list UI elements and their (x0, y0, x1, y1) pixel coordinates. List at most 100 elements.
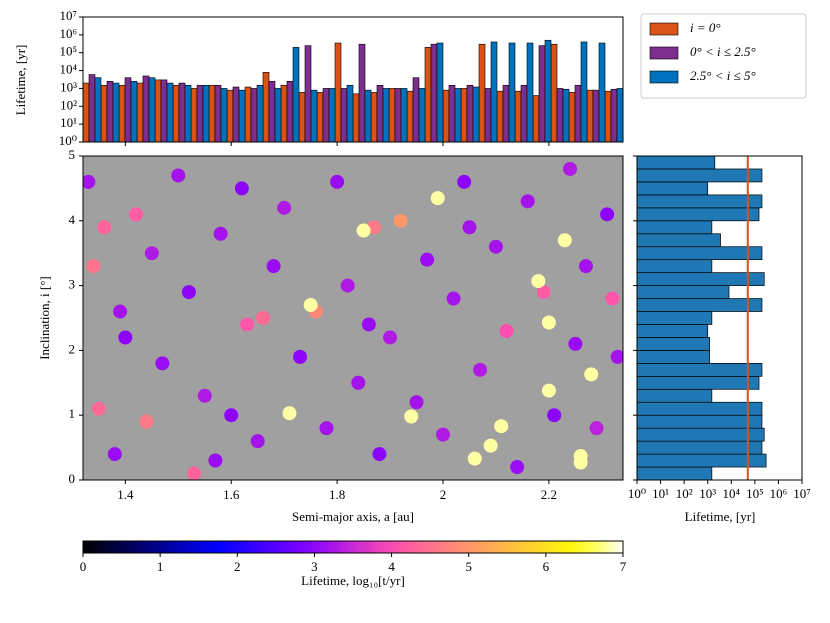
bar (520, 84, 528, 143)
bar (106, 81, 114, 143)
bar (490, 41, 498, 143)
point (171, 168, 186, 183)
bar (226, 89, 234, 143)
bar (508, 42, 516, 143)
point (473, 362, 488, 377)
point (600, 207, 615, 222)
bar (484, 88, 492, 143)
point (293, 349, 308, 364)
bar (382, 88, 390, 143)
point (510, 460, 525, 475)
bar (636, 194, 763, 209)
point (181, 285, 196, 300)
bar (370, 92, 378, 143)
point (340, 278, 355, 293)
point (144, 246, 159, 261)
bar (244, 86, 252, 143)
bar (636, 401, 763, 416)
legend-swatch (649, 22, 679, 36)
point (367, 220, 382, 235)
point (330, 174, 345, 189)
y-tick-label: 1 (69, 406, 76, 421)
bar (310, 89, 318, 143)
point (266, 259, 281, 274)
point (467, 451, 482, 466)
bar (636, 414, 763, 429)
bar (154, 79, 162, 143)
bar (636, 453, 767, 468)
colorbar-tick-label: 3 (311, 559, 318, 574)
point (361, 317, 376, 332)
point (97, 220, 112, 235)
bar (196, 84, 204, 143)
bar (610, 88, 618, 143)
point (139, 414, 154, 429)
bar (286, 81, 294, 143)
bar (636, 285, 730, 299)
bar (636, 311, 713, 325)
bar (424, 47, 432, 143)
bar (268, 81, 276, 143)
bar (88, 74, 96, 143)
bar (586, 89, 594, 143)
point (234, 181, 249, 196)
point (436, 427, 450, 442)
point (568, 336, 583, 351)
x-tick-label: 10² (676, 486, 693, 501)
bar (124, 77, 132, 143)
bar (328, 88, 336, 143)
legend-swatch (649, 46, 679, 60)
bar (364, 89, 372, 143)
colorbar-label: Lifetime, log₁₀[t/yr] (301, 573, 405, 588)
colorbar-tick-label: 2 (234, 559, 241, 574)
bar (340, 88, 348, 143)
bar (436, 42, 444, 143)
point (107, 447, 122, 462)
bar (636, 246, 763, 261)
bar (496, 90, 504, 143)
bar (376, 84, 384, 143)
point (155, 356, 170, 371)
point (563, 161, 578, 176)
colorbar-tick-label: 0 (80, 559, 87, 574)
scatter-y-label: Inclination, i [°] (37, 276, 52, 360)
x-tick-label: 10³ (699, 486, 716, 501)
point (351, 375, 366, 390)
point (256, 311, 270, 325)
bar (298, 92, 306, 143)
bar (316, 92, 324, 143)
axes-frame (636, 155, 803, 481)
bar (148, 77, 156, 143)
bar (142, 75, 150, 143)
y-tick-label: 10⁵ (59, 44, 77, 59)
y-tick-label: 10¹ (60, 115, 77, 130)
bar (178, 82, 186, 143)
bar (322, 88, 330, 143)
bar (604, 90, 612, 143)
bar (418, 88, 426, 143)
bar (250, 88, 258, 143)
point (383, 330, 398, 345)
bar (160, 79, 168, 143)
point (536, 285, 551, 300)
bar (394, 88, 402, 143)
point (541, 383, 556, 398)
bar (280, 84, 288, 143)
point (494, 419, 509, 434)
bar (112, 82, 120, 143)
point (446, 291, 461, 306)
point (557, 233, 572, 248)
x-tick-label: 10¹ (652, 486, 669, 501)
top-y-label: Lifetime, [yr] (13, 45, 28, 116)
x-tick-label: 10⁷ (793, 486, 811, 501)
bar (636, 440, 763, 455)
bar (190, 88, 198, 143)
bar (598, 42, 606, 143)
point (197, 388, 212, 403)
bar (616, 88, 624, 143)
colorbar-tick-label: 7 (620, 559, 627, 574)
bar (636, 375, 760, 390)
point (250, 434, 265, 449)
y-tick-label: 3 (69, 277, 76, 292)
